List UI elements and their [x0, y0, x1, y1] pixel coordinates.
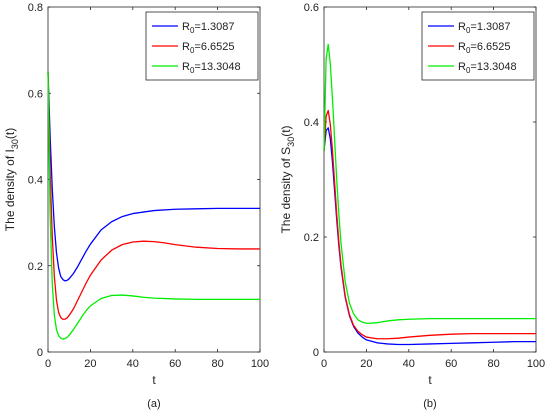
series-line-a-2 [47, 71, 260, 340]
legend-entry-prefix: R [458, 21, 466, 33]
y-tick-label-a: 0.8 [28, 2, 43, 14]
x-tick-label-a: 20 [84, 358, 96, 370]
y-tick-label-b: 0.4 [304, 117, 319, 129]
legend-entry-value: =6.6525 [194, 41, 234, 53]
y-tick-label-b: 0.6 [304, 2, 319, 14]
y-tick-label-a: 0 [37, 347, 43, 359]
x-tick-label-b: 40 [403, 358, 415, 370]
legend-entry-subscript: 0 [466, 26, 471, 35]
x-tick-label-b: 80 [487, 358, 499, 370]
x-tick-label-b: 60 [445, 358, 457, 370]
legend-entry-a-2: R0=13.3048 [182, 61, 241, 75]
y-axis-label-subscript: 30 [10, 139, 20, 149]
x-tick-label-a: 80 [211, 358, 223, 370]
legend-entry-subscript: 0 [190, 46, 195, 55]
y-tick-label-b: 0.2 [304, 232, 319, 244]
panel-b: 0 20 40 60 80 100 0 0.2 0.4 0.6 t (b) The density of… [279, 2, 545, 410]
legend-entry-subscript: 0 [190, 26, 195, 35]
legend-entry-prefix: R [458, 41, 466, 53]
y-axis-label-subscript: 30 [286, 137, 296, 147]
panel-a: 0 20 40 60 80 100 0 0.2 0.4 0.6 0.8 t (a) The density… [3, 2, 269, 410]
x-tick-label-b: 0 [321, 358, 327, 370]
legend-entry-prefix: R [182, 21, 190, 33]
legend-entry-subscript: 0 [190, 66, 195, 75]
legend-entry-a-0: R0=1.3087 [182, 21, 234, 35]
y-axis-label-a: The density of I30(t) [3, 128, 20, 231]
series-line-a-0 [47, 71, 260, 282]
x-axis-label-b: t [428, 373, 432, 387]
legend-entry-subscript: 0 [466, 46, 471, 55]
legend-entry-prefix: R [182, 61, 190, 73]
y-tick-label-a: 0.4 [28, 175, 43, 187]
y-tick-label-a: 0.6 [28, 88, 43, 100]
legend-entry-prefix: R [182, 41, 190, 53]
x-tick-label-a: 60 [169, 358, 181, 370]
legend-entry-value: =6.6525 [470, 41, 510, 53]
y-tick-label-a: 0.2 [28, 261, 43, 273]
legend-entry-b-1: R0=6.6525 [458, 41, 510, 55]
y-axis-label-suffix: (t) [279, 125, 293, 136]
legend-entry-value: =1.3087 [470, 21, 510, 33]
legend-entry-prefix: R [458, 61, 466, 73]
panel-label-a: (a) [147, 398, 160, 410]
series-line-b-1 [323, 109, 536, 340]
series-line-b-0 [323, 127, 536, 346]
x-axis-label-a: t [152, 373, 156, 387]
legend-entry-subscript: 0 [466, 66, 471, 75]
x-tick-label-b: 20 [360, 358, 372, 370]
legend-entry-value: =1.3087 [194, 21, 234, 33]
x-tick-label-a: 100 [251, 358, 269, 370]
x-tick-label-a: 0 [45, 358, 51, 370]
y-tick-label-b: 0 [313, 347, 319, 359]
legend-entry-value: =13.3048 [470, 61, 516, 73]
legend-entry-b-0: R0=1.3087 [458, 21, 510, 35]
y-axis-label-text: The density of S [279, 147, 293, 234]
x-tick-label-b: 100 [527, 358, 545, 370]
legend-entry-value: =13.3048 [194, 61, 240, 73]
legend-entry-a-1: R0=6.6525 [182, 41, 234, 55]
x-tick-label-a: 40 [127, 358, 139, 370]
y-axis-label-text: The density of I [3, 149, 17, 231]
y-axis-label-b: The density of S30(t) [279, 125, 296, 233]
series-line-a-1 [47, 71, 260, 320]
series-line-b-2 [323, 43, 536, 324]
y-axis-label-suffix: (t) [3, 128, 17, 139]
legend-entry-b-2: R0=13.3048 [458, 61, 517, 75]
panel-label-b: (b) [423, 398, 436, 410]
